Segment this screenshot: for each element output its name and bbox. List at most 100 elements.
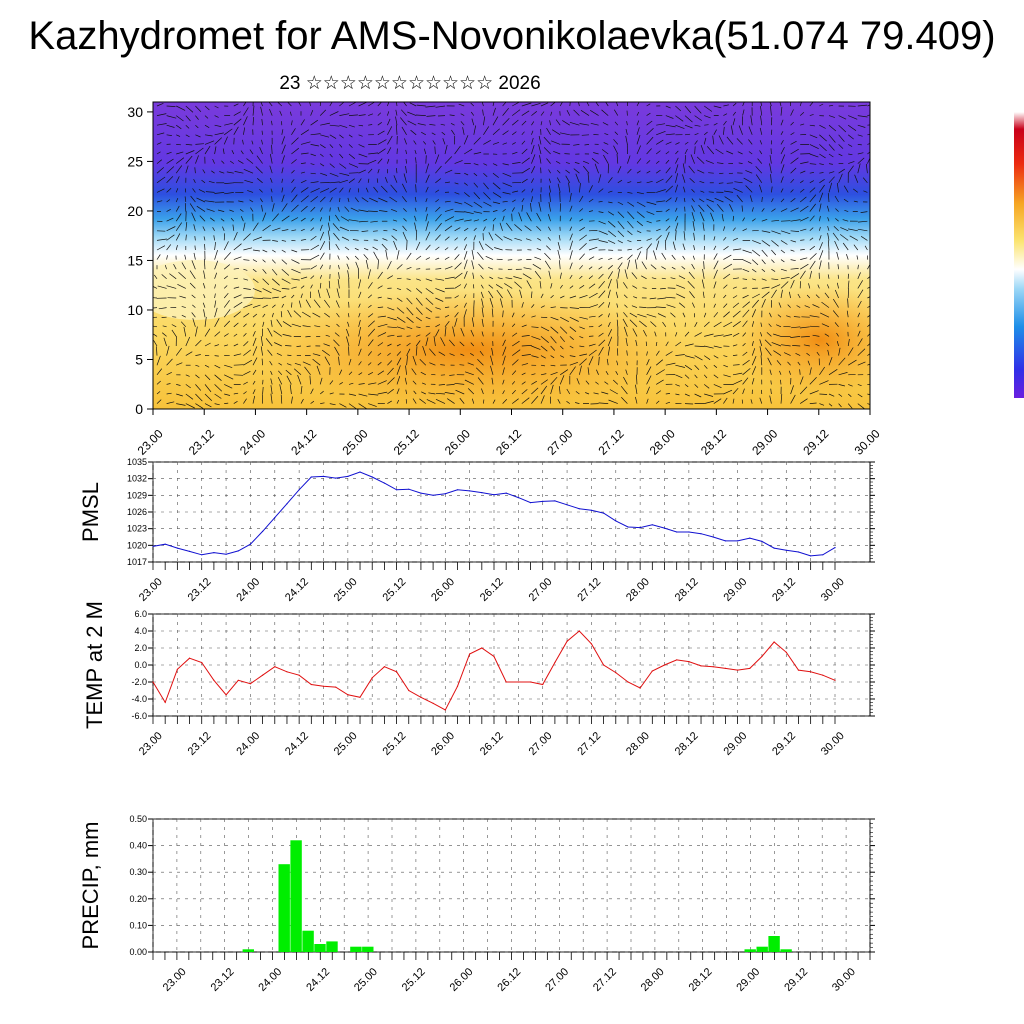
wind-vector [836,282,839,289]
wind-vector [377,306,384,308]
wind-vector [438,384,446,386]
wind-vector [382,238,388,241]
wind-vector [380,185,388,193]
wind-vector [683,231,686,241]
wind-vector [751,348,756,356]
pmsl-point [432,494,434,496]
wind-vector [534,256,542,260]
wind-vector [723,104,729,107]
wind-vector [377,332,387,337]
wind-vector [531,130,534,135]
wind-vector [847,393,852,397]
wind-vector [310,196,319,203]
wind-vector [385,249,388,260]
wind-vector [828,171,835,174]
wind-vector [617,211,625,218]
wind-vector [166,285,177,289]
wind-vector [156,188,165,193]
wind-vector [166,187,172,193]
wind-vector [769,163,772,174]
wind-vector [473,235,476,241]
wind-vector [761,278,767,281]
wind-vector [579,316,588,320]
wind-vector [454,201,463,205]
wind-vector [826,342,830,347]
wind-vector [617,268,620,279]
wind-vector [319,196,326,203]
wind-vector [607,177,613,184]
pmsl-point [383,482,385,484]
wind-vector [550,364,556,367]
wind-vector [205,191,215,193]
wind-vector [176,403,186,406]
wind-vector [450,122,455,126]
temp-point [456,685,459,687]
wind-vector [540,305,545,308]
pmsl-point [797,551,800,553]
wind-vector [848,384,853,387]
wind-vector [293,310,302,318]
wind-vector [281,178,283,183]
wind-vector [867,286,870,289]
wind-vector [339,163,347,169]
wind-vector [233,286,240,289]
wind-vector [429,124,436,126]
wind-vector [473,182,479,188]
wind-vector [336,312,340,318]
wind-vector [387,360,393,366]
wind-vector [339,124,348,128]
pmsl-point [676,531,678,533]
warm-core-1 [250,290,690,409]
wind-vector [857,134,863,137]
wind-vector [444,156,453,164]
wind-vector [598,356,600,366]
wind-vector [742,301,751,308]
pmsl-point [712,536,714,538]
wind-vector [800,216,809,222]
wind-vector [579,253,585,260]
wind-vector [650,264,657,270]
wind-vector [481,307,484,318]
wind-vector [512,142,516,145]
wind-vector [632,285,638,289]
wind-vector [684,133,691,136]
wind-vector [358,303,361,308]
wind-vector [704,400,714,404]
wind-vector [718,135,724,145]
wind-vector [490,365,494,375]
wind-vector [624,269,628,279]
wind-vector [521,148,528,155]
wind-vector [588,283,596,289]
wind-vector [431,132,436,136]
wind-vector [832,310,839,318]
wind-vector [339,369,343,375]
wind-vector [346,336,350,347]
wind-vector [531,395,539,404]
wind-vector [598,240,608,243]
wind-vector [864,245,868,251]
wind-vector [463,135,469,145]
wind-vector [157,285,167,289]
temp-point [249,683,251,685]
wind-vector [473,201,483,208]
wind-vector [415,114,426,116]
temp-point [420,696,422,698]
wind-vector [828,182,833,193]
wind-vector [368,382,377,385]
wind-vector [726,150,734,155]
wind-vector [270,378,273,385]
wind-vector [387,297,392,300]
wind-vector [181,262,187,270]
wind-vector [511,349,521,356]
wind-vector [252,395,256,404]
wind-vector [425,213,428,222]
temp-point [627,681,629,683]
wind-vector [214,318,220,327]
wind-vector [761,291,770,299]
x-tick-label: 27.00 [527,730,555,758]
wind-vector [481,298,484,308]
wind-vector [766,332,772,337]
wind-vector [688,165,695,174]
wind-vector [723,246,729,251]
wind-vector [447,398,455,404]
